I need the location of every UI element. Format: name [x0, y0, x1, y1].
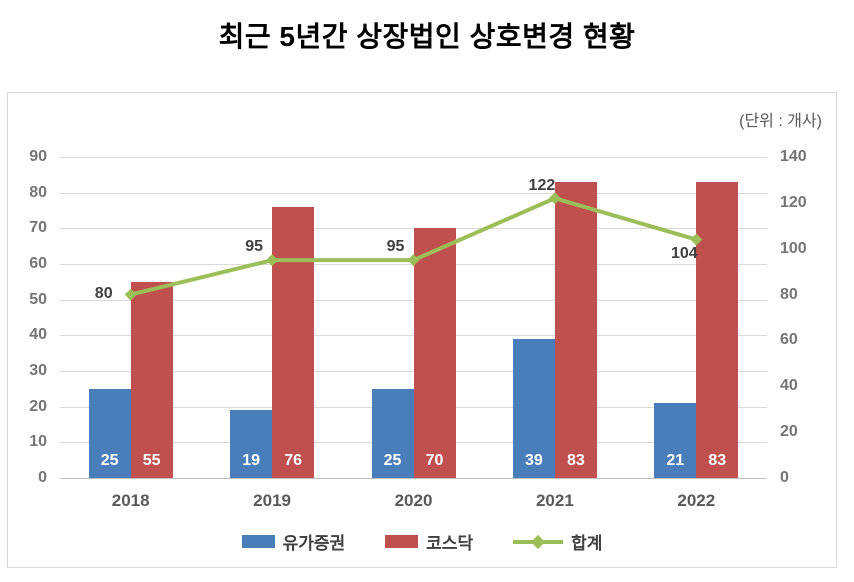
x-axis-category-label: 2021: [535, 491, 574, 510]
chart-title: 최근 5년간 상장법인 상호변경 현황: [218, 21, 636, 52]
right-axis-tick: 40: [780, 377, 798, 395]
gridline: [60, 192, 767, 194]
bar-kospi-2020: 25: [371, 388, 414, 478]
unit-label: (단위 : 개사): [739, 113, 822, 130]
line-value-label: 95: [245, 238, 263, 256]
line-value-label: 95: [386, 238, 405, 256]
bar-value-label: 39: [524, 451, 543, 469]
x-axis-line: [60, 478, 767, 479]
left-axis-tick: 60: [29, 255, 47, 272]
line-value-label: 122: [528, 177, 556, 195]
legend-swatch-kospi: [241, 535, 275, 548]
right-axis-tick: 0: [780, 469, 789, 486]
bar-kosdaq-2020: 70: [413, 228, 456, 478]
right-axis-tick: 20: [780, 423, 798, 441]
bar-kospi-2022: 21: [654, 403, 697, 478]
bar-value-label: 19: [242, 451, 260, 469]
left-axis-tick: 10: [29, 433, 47, 451]
bar-value-label: 25: [100, 451, 119, 469]
left-axis-tick: 90: [29, 148, 47, 165]
line-value-label: 80: [94, 284, 113, 302]
bar-value-label: 70: [425, 451, 444, 469]
legend: 유가증권 코스닥 합계: [8, 529, 836, 554]
left-axis-tick: 40: [29, 326, 47, 344]
bar-kospi-2018: 25: [88, 388, 131, 478]
gridline: [60, 157, 767, 158]
left-axis-tick: 20: [29, 397, 47, 415]
legend-label: 코스닥: [426, 534, 474, 553]
left-axis-tick: 80: [29, 183, 47, 201]
right-axis-tick: 140: [780, 148, 807, 165]
legend-line-marker: [531, 534, 546, 550]
right-axis-tick: 60: [780, 331, 798, 349]
bar-kosdaq-2018: 55: [130, 281, 173, 478]
x-axis-category-label: 2022: [677, 491, 716, 510]
bar-kospi-2021: 39: [512, 338, 555, 478]
legend-label: 유가증권: [282, 534, 346, 553]
legend-item-kospi: 유가증권: [241, 529, 346, 554]
bar-value-label: 83: [708, 451, 727, 469]
bar-value-label: 83: [566, 451, 585, 469]
chart-panel: (단위 : 개사) 유가증권 코스닥 합계 0 10 20 30 40 50 60 70 80 90 0…: [7, 92, 837, 568]
left-axis-tick: 50: [29, 290, 47, 308]
x-axis-category-label: 2018: [111, 491, 150, 510]
right-axis-tick: 100: [780, 239, 807, 257]
bar-kosdaq-2021: 83: [554, 181, 597, 478]
bar-value-label: 55: [142, 451, 161, 469]
right-axis-tick: 80: [780, 285, 798, 303]
bar-kosdaq-2022: 83: [696, 181, 739, 478]
legend-item-kosdaq: 코스닥: [385, 529, 473, 554]
bar-value-label: 76: [284, 451, 302, 469]
left-axis-tick: 30: [29, 362, 47, 379]
left-axis-tick: 70: [29, 219, 47, 237]
bar-value-label: 21: [666, 451, 685, 469]
x-axis-category-label: 2019: [253, 491, 292, 510]
bar-kospi-2019: 19: [230, 410, 273, 478]
legend-line-swatch-total: [513, 534, 564, 550]
right-axis-tick: 120: [780, 193, 807, 211]
bar-kosdaq-2019: 76: [272, 206, 315, 478]
legend-label: 합계: [571, 534, 603, 553]
legend-swatch-kosdaq: [385, 535, 419, 548]
line-value-label: 104: [670, 244, 698, 262]
x-axis-category-label: 2020: [394, 491, 433, 510]
bar-value-label: 25: [383, 451, 402, 469]
legend-item-total: 합계: [513, 529, 602, 554]
left-axis-tick: 0: [38, 469, 47, 486]
